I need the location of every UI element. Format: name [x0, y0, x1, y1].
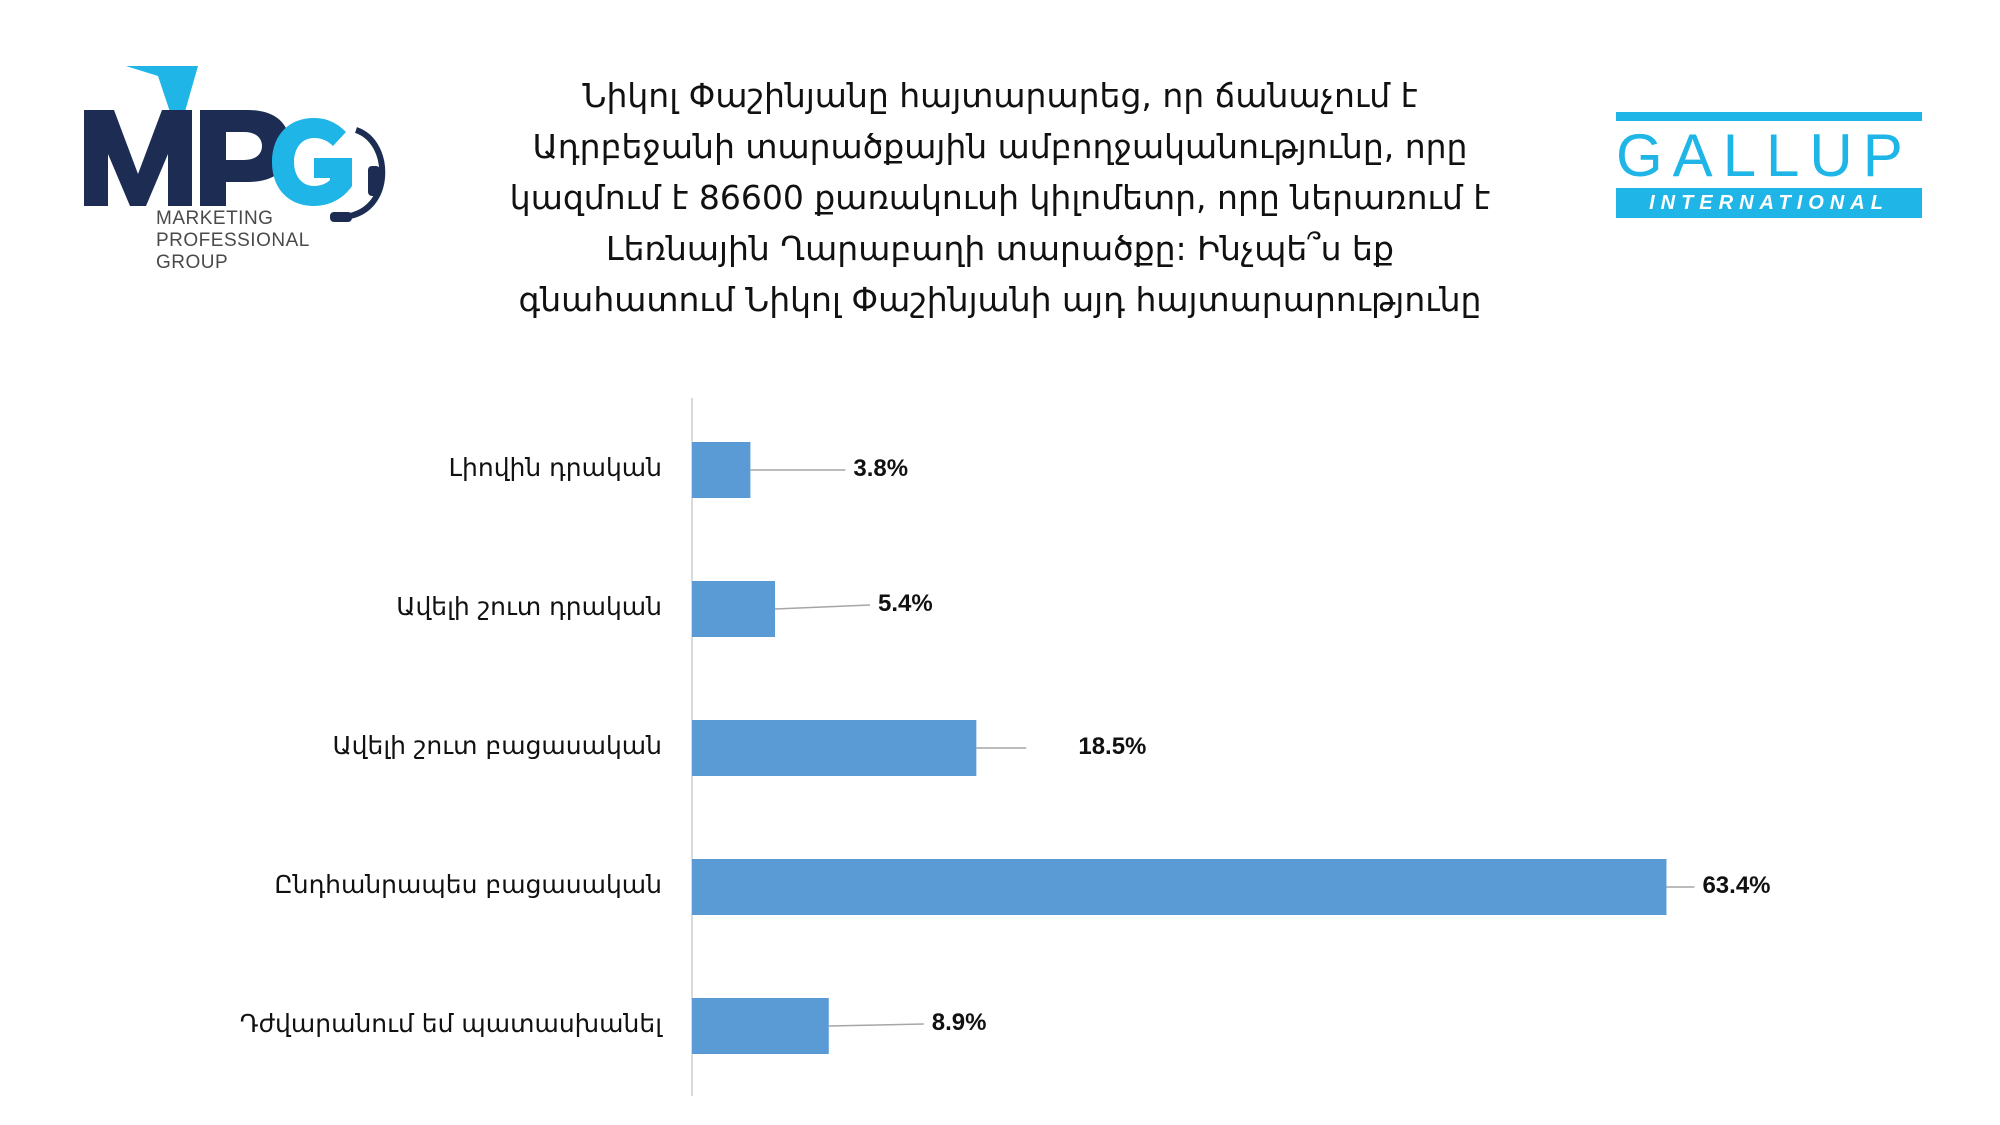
- mpg-tagline-line-2: PROFESSIONAL: [156, 230, 310, 251]
- leader-line-5: [828, 1023, 924, 1027]
- mpg-letter-p: [200, 110, 290, 206]
- mpg-logo: MARKETING PROFESSIONAL GROUP: [78, 66, 408, 281]
- mpg-headset-mic: [330, 212, 352, 222]
- mpg-letter-g: [272, 118, 352, 206]
- mpg-letter-m: [84, 110, 192, 206]
- gallup-top-bar: [1616, 112, 1922, 121]
- mpg-tagline-line-1: MARKETING: [156, 208, 274, 229]
- mpg-logo-mark: [84, 66, 386, 222]
- gallup-wordmark: GALLUP: [1616, 122, 1913, 189]
- bar-1: [692, 442, 751, 498]
- chart-title-line-3: կազմում է 86600 քառակուսի կիլոմետր, որը …: [509, 178, 1491, 217]
- mpg-tagline-line-3: GROUP: [156, 252, 229, 273]
- category-label-1: Լիովին դրական: [448, 453, 662, 482]
- gallup-logo: GALLUP INTERNATIONAL: [1616, 112, 1922, 218]
- leader-line-2: [774, 604, 871, 610]
- data-label-2: 5.4%: [877, 590, 933, 617]
- category-label-5: Դժվարանում եմ պատասխանել: [239, 1009, 662, 1038]
- mpg-tagline: MARKETING PROFESSIONAL GROUP: [156, 208, 376, 274]
- chart-title-line-1: Նիկոլ Փաշինյանը հայտարարեց, որ ճանաչում …: [582, 76, 1418, 115]
- chart-title-line-4: Լեռնային Ղարաբաղի տարածքը: Ինչպե՞ս եք: [606, 229, 1394, 268]
- category-label-4: Ընդհանրապես բացասական: [274, 870, 662, 899]
- data-label-1: 3.8%: [853, 455, 909, 482]
- mpg-headset-arc: [349, 127, 386, 219]
- bar-chart: Լիովին դրական Ավելի շուտ դրական Ավելի շուտ…: [0, 390, 2000, 1110]
- mpg-headset-earpiece: [368, 166, 380, 196]
- chart-title: Նիկոլ Փաշինյանը հայտարարեց, որ ճանաչում …: [430, 70, 1570, 325]
- bar-3: [692, 720, 977, 776]
- category-label-2: Ավելի շուտ դրական: [396, 592, 662, 621]
- data-label-5: 8.9%: [931, 1009, 987, 1036]
- bar-2: [692, 581, 775, 637]
- bar-chart-canvas: [691, 398, 1695, 1096]
- gallup-international-band: INTERNATIONAL: [1616, 188, 1922, 218]
- data-label-4: 63.4%: [1702, 872, 1771, 899]
- mpg-check-shape: [126, 66, 218, 136]
- chart-title-line-5: գնահատում Նիկոլ Փաշինյանի այդ հայտարարու…: [518, 280, 1482, 319]
- category-label-3: Ավելի շուտ բացասական: [332, 731, 662, 760]
- bar-5: [692, 998, 829, 1054]
- bar-4: [692, 859, 1667, 915]
- data-label-3: 18.5%: [1078, 733, 1147, 760]
- chart-title-line-2: Ադրբեջանի տարածքային ամբողջականությունը,…: [532, 127, 1468, 166]
